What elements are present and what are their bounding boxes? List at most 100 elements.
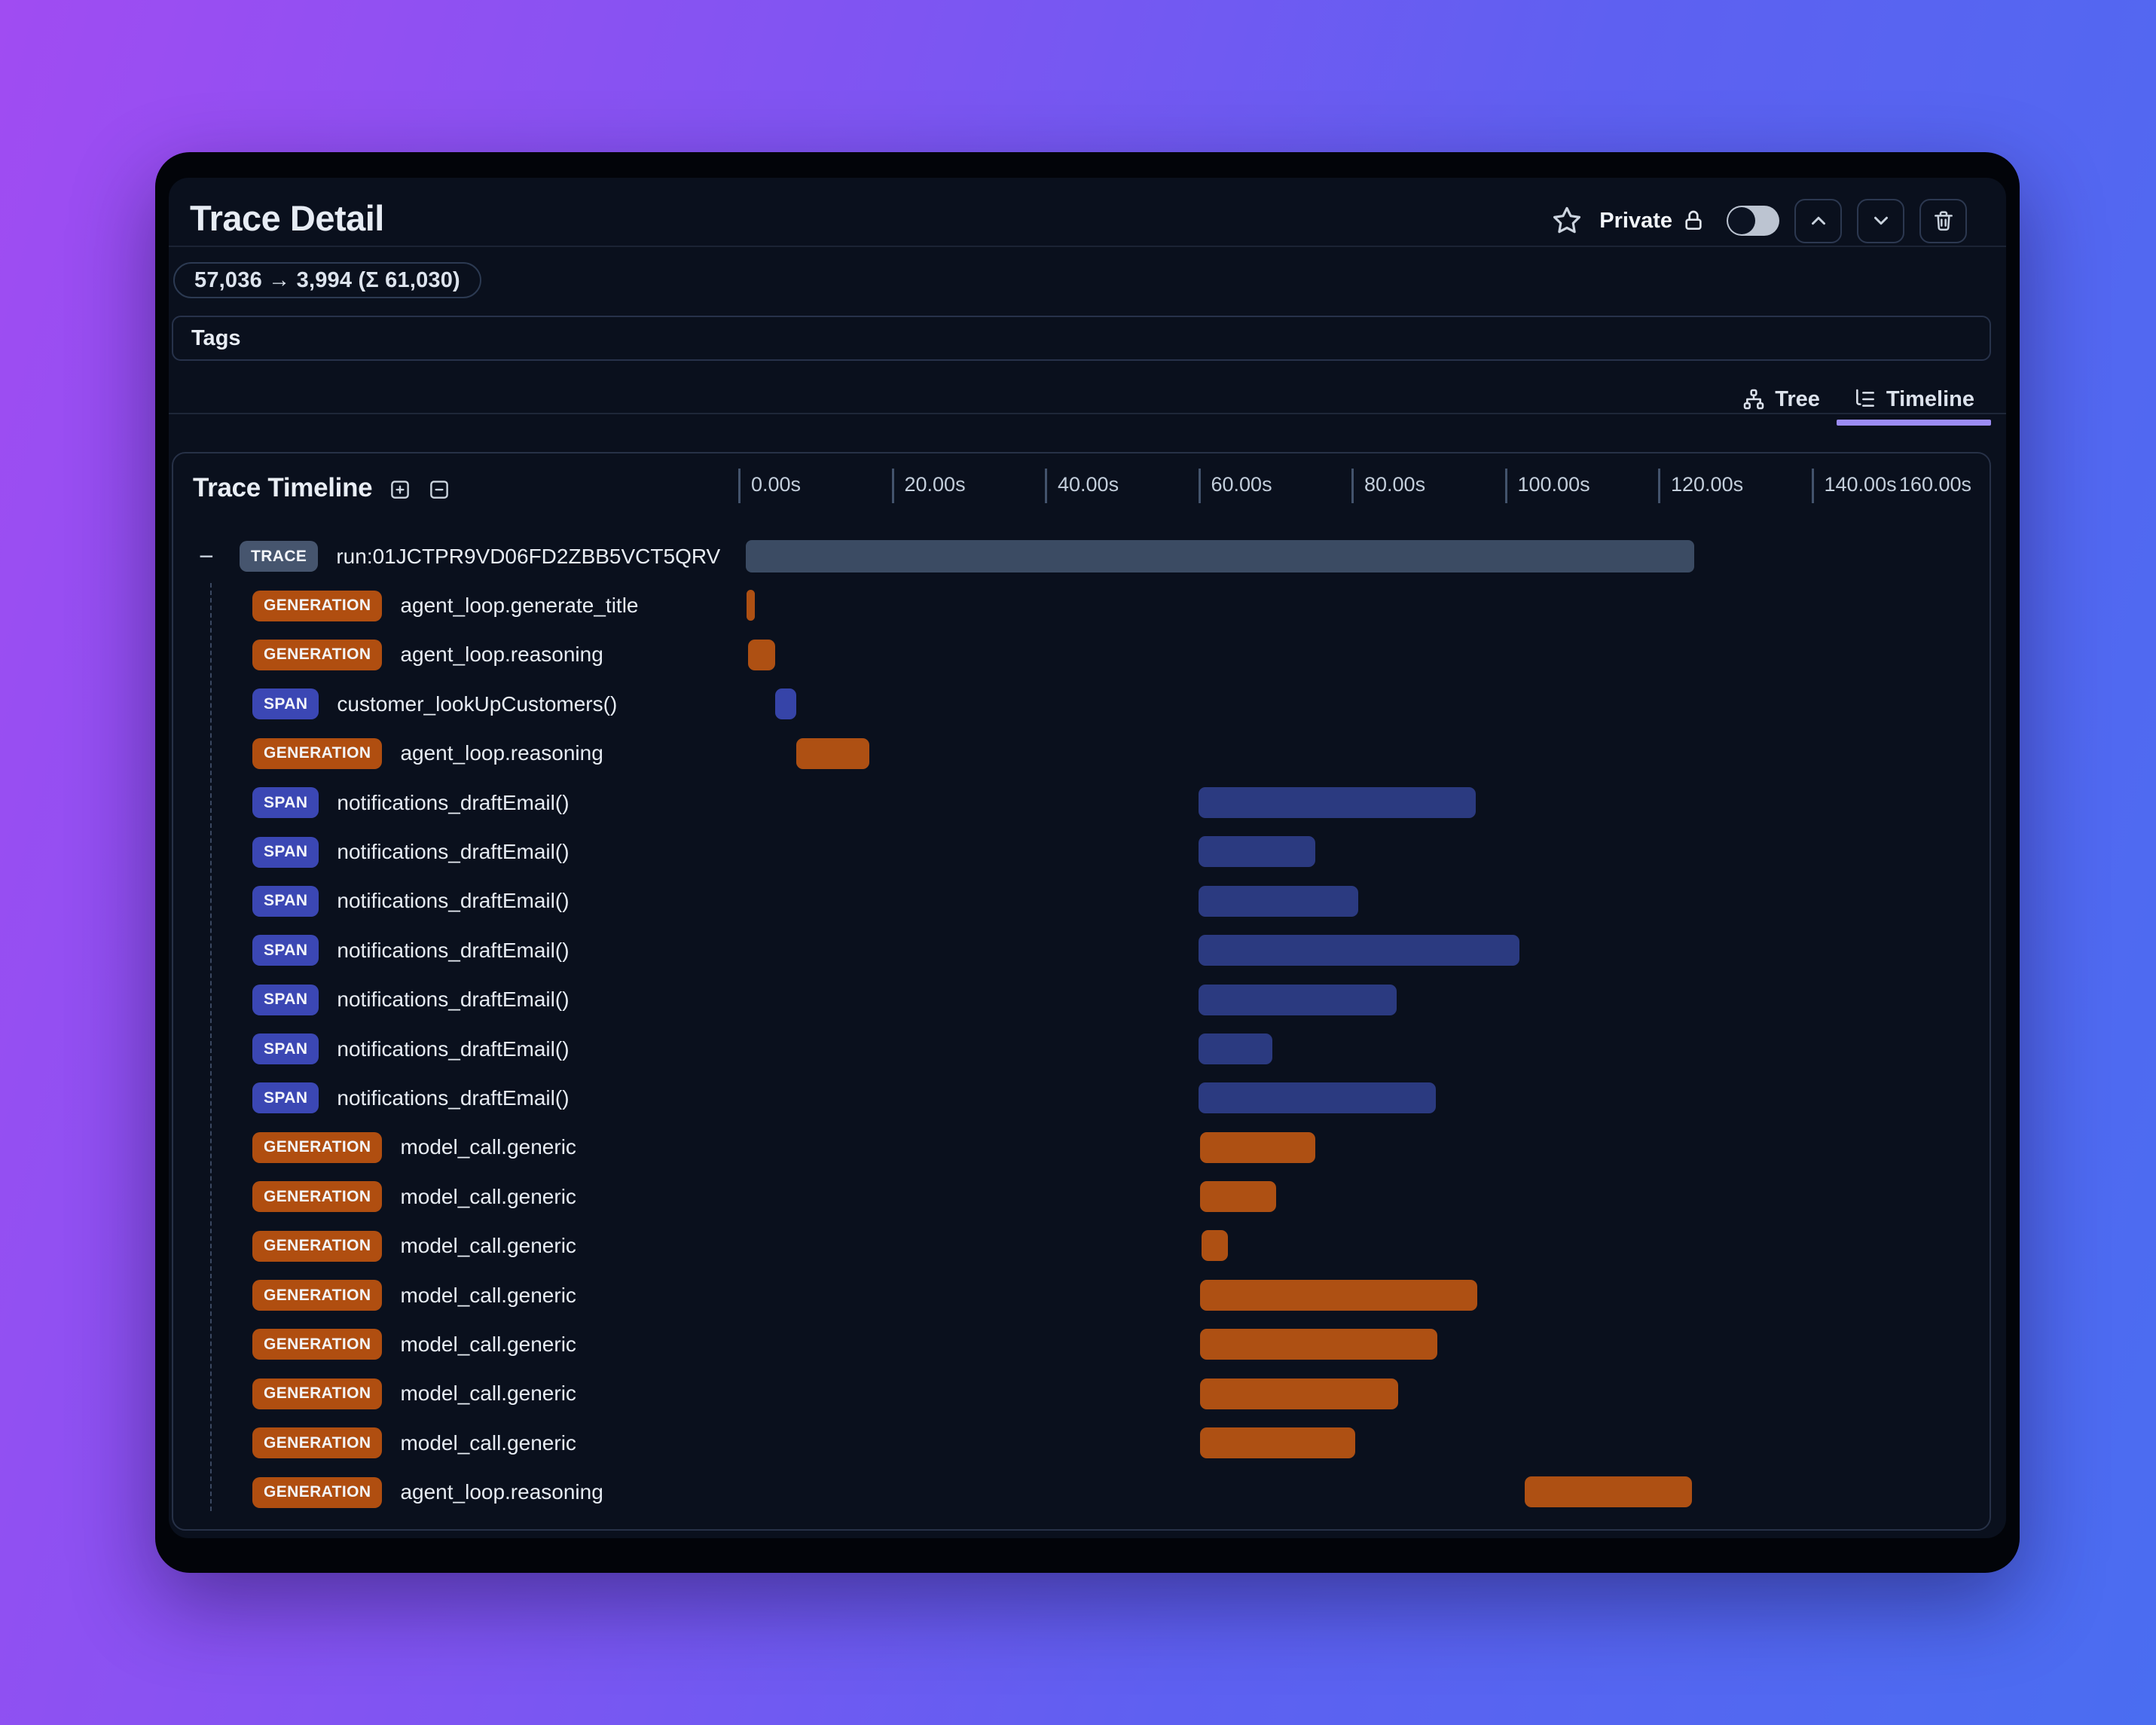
observation-name: agent_loop.generate_title xyxy=(400,594,639,618)
tags-label: Tags xyxy=(191,325,241,350)
duration-bar[interactable] xyxy=(1198,984,1397,1015)
duration-bar[interactable] xyxy=(1199,1131,1316,1163)
duration-bar[interactable] xyxy=(774,688,797,720)
observation-name: notifications_draftEmail() xyxy=(337,938,570,962)
duration-bar[interactable] xyxy=(746,540,1694,572)
timeline-row[interactable]: SPAN notifications_draftEmail() xyxy=(173,975,1990,1024)
duration-bar[interactable] xyxy=(1199,1378,1399,1409)
duration-bar[interactable] xyxy=(1199,1181,1277,1213)
duration-bar[interactable] xyxy=(1198,935,1519,966)
lock-icon xyxy=(1685,210,1702,230)
expand-all-button[interactable] xyxy=(389,478,411,501)
duration-bar[interactable] xyxy=(1198,836,1316,868)
timeline-row[interactable]: GENERATION model_call.generic xyxy=(173,1172,1990,1221)
tree-view-icon xyxy=(1743,389,1764,410)
trace-timeline-panel: Trace Timeline 0.00s 20.00s 40.00s 60.00… xyxy=(172,452,1991,1531)
observation-type-badge: GENERATION xyxy=(252,639,383,670)
collapse-all-button[interactable] xyxy=(428,478,450,501)
panel-title: Trace Timeline xyxy=(193,473,373,502)
tick-label: 0.00s xyxy=(751,473,802,496)
timeline-row[interactable]: SPAN notifications_draftEmail() xyxy=(173,1024,1990,1073)
timeline-row[interactable]: SPAN customer_lookUpCustomers() xyxy=(173,679,1990,728)
plus-square-icon xyxy=(391,481,410,499)
tick-mark xyxy=(1504,469,1507,503)
tick-mark xyxy=(1658,469,1660,503)
tab-timeline[interactable]: Timeline xyxy=(1836,380,1991,426)
tick-label: 120.00s xyxy=(1671,473,1744,496)
bookmark-star-button[interactable] xyxy=(1551,205,1583,237)
prev-trace-button[interactable] xyxy=(1794,198,1842,243)
chevron-down-icon xyxy=(1874,216,1888,225)
delete-trace-button[interactable] xyxy=(1919,198,1967,243)
privacy-toggle[interactable] xyxy=(1727,206,1779,236)
observation-type-badge: GENERATION xyxy=(252,1427,383,1459)
active-tab-underline xyxy=(1836,420,1991,426)
duration-bar[interactable] xyxy=(748,639,775,670)
next-trace-button[interactable] xyxy=(1857,198,1904,243)
duration-bar[interactable] xyxy=(1198,885,1359,917)
duration-bar[interactable] xyxy=(1198,786,1476,818)
observation-name: model_call.generic xyxy=(400,1234,576,1258)
timeline-row[interactable]: SPAN notifications_draftEmail() xyxy=(173,926,1990,975)
observation-name: agent_loop.reasoning xyxy=(400,1480,603,1504)
observation-type-badge: SPAN xyxy=(252,787,319,819)
observation-name: notifications_draftEmail() xyxy=(337,889,570,913)
timeline-row[interactable]: GENERATION agent_loop.reasoning xyxy=(173,630,1990,679)
timeline-row[interactable]: GENERATION model_call.generic xyxy=(173,1123,1990,1172)
observation-type-badge: GENERATION xyxy=(252,590,383,621)
observation-name: notifications_draftEmail() xyxy=(337,988,570,1012)
timeline-view-icon xyxy=(1855,389,1874,407)
duration-bar[interactable] xyxy=(1198,1033,1273,1064)
timeline-row[interactable]: SPAN notifications_draftEmail() xyxy=(173,877,1990,926)
collapse-icon[interactable]: − xyxy=(199,542,214,571)
observation-type-badge: GENERATION xyxy=(252,1230,383,1262)
timeline-row[interactable]: GENERATION model_call.generic xyxy=(173,1418,1990,1467)
timeline-row[interactable]: GENERATION model_call.generic xyxy=(173,1221,1990,1270)
observation-type-badge: SPAN xyxy=(252,885,319,917)
tree-connector-line xyxy=(210,583,212,1511)
observation-type-badge: SPAN xyxy=(252,1082,319,1114)
tags-container[interactable]: Tags xyxy=(172,316,1991,361)
duration-bar[interactable] xyxy=(747,590,756,621)
duration-bar[interactable] xyxy=(1199,1329,1437,1360)
tick-label: 80.00s xyxy=(1364,473,1426,496)
tick-label: 140.00s xyxy=(1824,473,1897,496)
timeline-row[interactable]: − TRACE run:01JCTPR9VD06FD2ZBB5VCT5QRV xyxy=(173,532,1990,581)
observation-name: notifications_draftEmail() xyxy=(337,1037,570,1061)
chevron-up-icon xyxy=(1811,216,1825,225)
observation-type-badge: SPAN xyxy=(252,836,319,868)
observation-type-badge: GENERATION xyxy=(252,1280,383,1311)
tick-label: 60.00s xyxy=(1211,473,1272,496)
timeline-row[interactable]: SPAN notifications_draftEmail() xyxy=(173,1073,1990,1122)
duration-bar[interactable] xyxy=(1199,1279,1477,1311)
timeline-row[interactable]: SPAN notifications_draftEmail() xyxy=(173,827,1990,876)
observation-name: notifications_draftEmail() xyxy=(337,790,570,814)
tab-tree[interactable]: Tree xyxy=(1725,380,1837,419)
duration-bar[interactable] xyxy=(1201,1230,1229,1262)
tick-mark xyxy=(1351,469,1354,503)
duration-bar[interactable] xyxy=(1198,1082,1436,1114)
timeline-row[interactable]: GENERATION model_call.generic xyxy=(173,1369,1990,1418)
timeline-row[interactable]: GENERATION agent_loop.reasoning xyxy=(173,1467,1990,1516)
header-controls: Private xyxy=(1551,194,1967,247)
timeline-rows: − TRACE run:01JCTPR9VD06FD2ZBB5VCT5QRV G… xyxy=(173,532,1990,1517)
token-usage-badge[interactable]: 57,036 → 3,994 (Σ 61,030) xyxy=(173,262,481,298)
timeline-row[interactable]: GENERATION model_call.generic xyxy=(173,1271,1990,1320)
duration-bar[interactable] xyxy=(1199,1427,1356,1459)
observation-type-badge: SPAN xyxy=(252,984,319,1015)
timeline-row[interactable]: SPAN notifications_draftEmail() xyxy=(173,778,1990,827)
observation-type-badge: TRACE xyxy=(240,541,319,572)
timeline-row[interactable]: GENERATION model_call.generic xyxy=(173,1320,1990,1369)
header-divider xyxy=(169,246,2006,247)
observation-name: model_call.generic xyxy=(400,1135,576,1159)
duration-bar[interactable] xyxy=(1524,1476,1692,1508)
observation-type-badge: GENERATION xyxy=(252,1131,383,1163)
tick-mark xyxy=(1811,469,1814,503)
privacy-label: Private xyxy=(1599,208,1672,233)
tick-mark xyxy=(1198,469,1201,503)
timeline-row[interactable]: GENERATION agent_loop.generate_title xyxy=(173,581,1990,630)
duration-bar[interactable] xyxy=(796,737,869,769)
timeline-row[interactable]: GENERATION agent_loop.reasoning xyxy=(173,729,1990,778)
observation-type-badge: GENERATION xyxy=(252,1329,383,1360)
toggle-knob xyxy=(1728,207,1755,234)
